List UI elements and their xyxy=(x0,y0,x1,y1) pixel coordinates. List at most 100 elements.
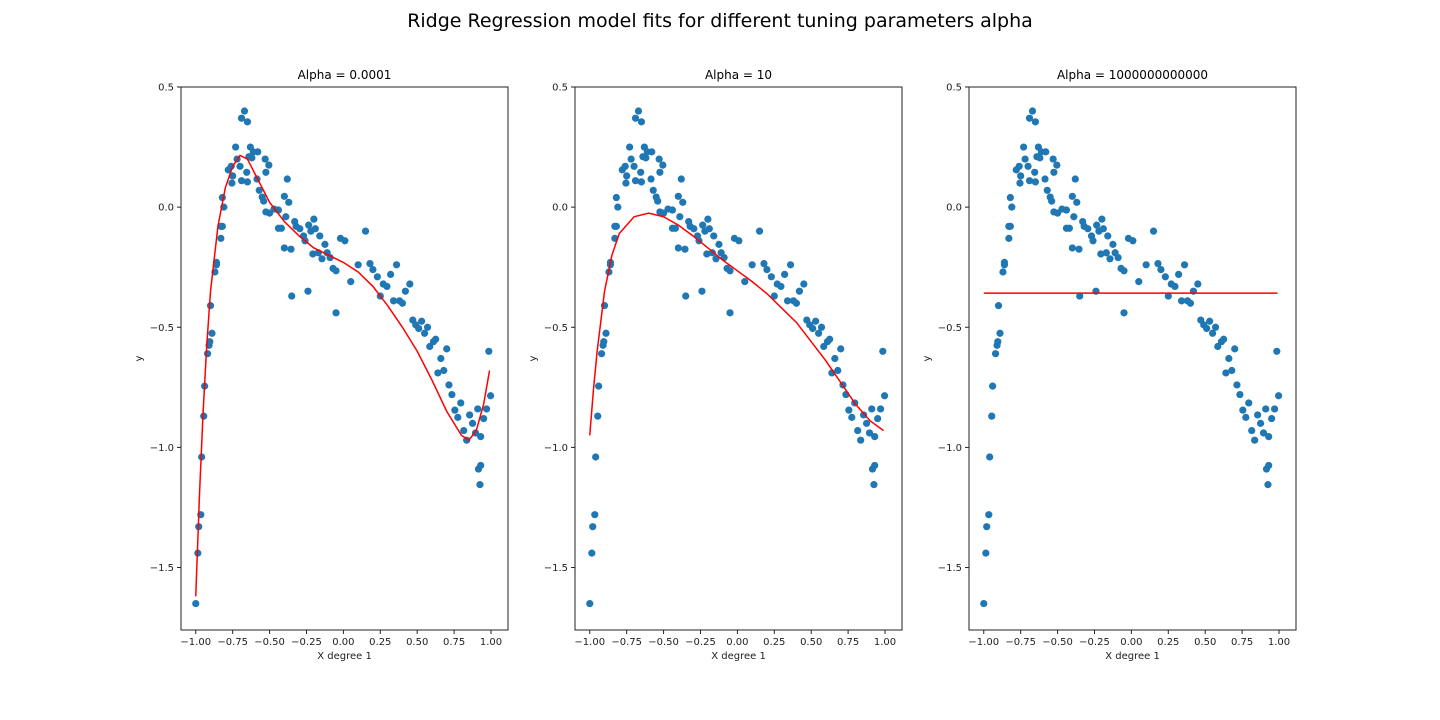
x-axis-label: X degree 1 xyxy=(711,651,766,662)
data-point xyxy=(260,197,268,205)
data-point xyxy=(1028,107,1037,115)
data-point xyxy=(208,329,216,337)
data-point xyxy=(1024,162,1032,170)
x-tick-label: 1.00 xyxy=(874,637,896,648)
data-point xyxy=(857,436,865,444)
data-point xyxy=(612,193,620,202)
data-point xyxy=(1068,192,1076,200)
data-point xyxy=(406,280,414,288)
data-point xyxy=(285,198,293,206)
data-point xyxy=(837,345,845,353)
data-point xyxy=(203,350,212,358)
data-point xyxy=(1043,186,1051,194)
data-point xyxy=(398,299,407,307)
data-point xyxy=(1053,161,1061,169)
data-point xyxy=(228,179,236,187)
data-point xyxy=(980,599,988,608)
data-point xyxy=(999,268,1007,276)
data-point xyxy=(261,155,269,163)
data-point xyxy=(255,186,263,194)
data-point xyxy=(1015,162,1023,170)
data-point xyxy=(321,240,329,248)
data-point xyxy=(862,419,871,427)
data-point xyxy=(755,227,764,235)
y-tick-label: −1.0 xyxy=(544,443,568,454)
data-point xyxy=(621,162,629,170)
x-tick-label: 0.75 xyxy=(837,637,859,648)
data-point xyxy=(316,232,324,240)
fit-line xyxy=(195,154,491,597)
data-point xyxy=(1171,282,1179,291)
data-point xyxy=(1270,405,1279,413)
data-point xyxy=(254,148,262,156)
data-point xyxy=(457,399,465,407)
data-point xyxy=(649,186,657,194)
data-point xyxy=(1180,261,1189,269)
data-point xyxy=(622,179,630,187)
data-point xyxy=(1161,273,1169,281)
data-point xyxy=(448,390,456,399)
data-point xyxy=(1049,155,1057,163)
data-point xyxy=(1211,323,1220,331)
x-tick-label: 0.50 xyxy=(1194,637,1216,648)
data-point xyxy=(415,324,423,333)
subplot-1: −1.00 −0.75 −0.50 −0.25 0.00 0.25 0.50 0.75 1.00… xyxy=(134,68,509,662)
data-point xyxy=(642,154,650,162)
data-point xyxy=(682,292,690,300)
data-point xyxy=(674,244,682,252)
y-tick-label: −1.5 xyxy=(544,563,568,574)
data-point xyxy=(287,245,295,253)
data-point xyxy=(671,224,679,232)
x-tick-label: −1.00 xyxy=(574,637,605,648)
data-point xyxy=(600,338,608,346)
data-point xyxy=(1000,258,1009,266)
data-point xyxy=(595,382,603,390)
data-point xyxy=(809,324,817,333)
x-tick-label: 0.75 xyxy=(1231,637,1253,648)
data-point xyxy=(1036,154,1044,162)
data-point xyxy=(777,282,785,291)
x-tick-label: 1.00 xyxy=(480,637,502,648)
data-point xyxy=(1006,222,1014,230)
data-point xyxy=(318,255,326,263)
data-point xyxy=(332,267,340,275)
data-point xyxy=(443,345,451,353)
data-point xyxy=(1042,148,1050,156)
data-point xyxy=(200,412,208,420)
data-point xyxy=(1020,143,1028,151)
data-point xyxy=(480,414,488,423)
data-point xyxy=(870,481,878,489)
data-point xyxy=(265,161,273,169)
data-point xyxy=(1084,225,1092,233)
data-point xyxy=(845,406,853,414)
data-point xyxy=(656,168,664,176)
data-point xyxy=(631,177,640,185)
data-point xyxy=(1025,177,1034,185)
data-point xyxy=(783,297,792,305)
axes-frame xyxy=(574,86,903,631)
data-point xyxy=(1142,261,1150,269)
data-point xyxy=(1154,260,1162,268)
data-point xyxy=(767,273,775,281)
data-point xyxy=(440,366,448,375)
data-point xyxy=(760,260,768,268)
data-point xyxy=(982,549,990,557)
scatter-points xyxy=(980,107,1283,608)
data-point xyxy=(1120,309,1128,317)
data-point xyxy=(637,118,646,126)
x-tick-label: 0.50 xyxy=(800,637,822,648)
y-tick-label: −1.5 xyxy=(938,563,962,574)
data-point xyxy=(655,155,663,163)
data-point xyxy=(243,178,252,186)
data-point xyxy=(1062,206,1071,214)
data-point xyxy=(1089,237,1097,245)
x-tick-label: −0.25 xyxy=(1079,637,1110,648)
data-point xyxy=(486,392,495,400)
data-point xyxy=(597,350,606,358)
data-point xyxy=(812,317,820,325)
y-tick-label: 0.0 xyxy=(946,203,962,214)
data-point xyxy=(1120,267,1128,275)
data-point xyxy=(477,432,485,441)
data-point xyxy=(1005,234,1013,242)
x-tick-label: −1.00 xyxy=(180,637,211,648)
